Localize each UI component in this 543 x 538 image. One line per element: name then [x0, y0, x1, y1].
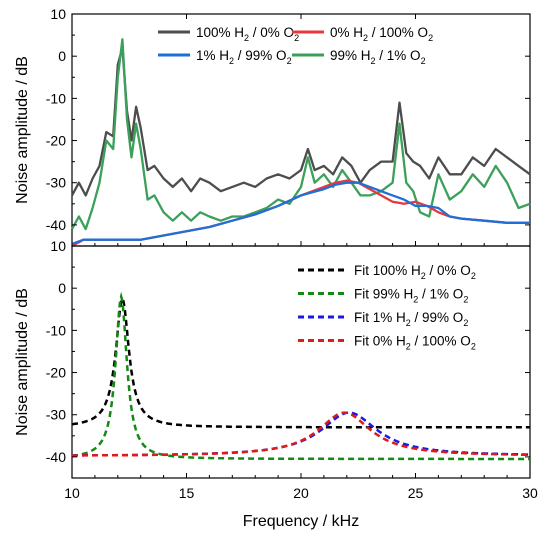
bottom-legend-label-1: Fit 99% H2 / 1% O2 — [354, 287, 468, 305]
top-series-100pct-h2-0pct-o2 — [70, 46, 531, 197]
bottom-y-axis-title: Noise amplitude / dB — [14, 288, 31, 436]
bottom-series-fit-0pct-h2-100pct-o2 — [72, 411, 530, 457]
bottom-legend-label-3: Fit 0% H2 / 100% O2 — [354, 334, 476, 352]
bottom-series-fit-100pct-h2-0pct-o2 — [71, 295, 530, 429]
top-y-tick-label: 10 — [50, 6, 66, 22]
top-y-tick-label: 0 — [58, 48, 66, 64]
x-tick-label: 20 — [293, 485, 309, 501]
top-legend-label-0: 100% H2 / 0% O2 — [196, 25, 299, 43]
top-y-tick-label: -20 — [46, 133, 66, 149]
bottom-legend: Fit 100% H2 / 0% O2 Fit 99% H2 / 1% O2 Fit… — [298, 263, 476, 352]
bottom-legend-label-0: Fit 100% H2 / 0% O2 — [354, 263, 476, 281]
top-y-tick-label: -30 — [46, 175, 66, 191]
top-series-1pct-h2-99pct-o2 — [71, 181, 530, 245]
bottom-y-tick-label: -20 — [46, 365, 66, 381]
bottom-y-tick-label-top: 10 — [50, 238, 66, 254]
bottom-axis-ticks: 0 -10 -20 -30 -40 10 15 20 25 30 10 — [46, 238, 538, 501]
top-series-group — [70, 38, 531, 248]
top-series-99pct-h2-1pct-o2 — [70, 38, 531, 231]
top-legend-label-3: 99% H2 / 1% O2 — [330, 48, 426, 66]
bottom-series-fit-1pct-h2-99pct-o2 — [72, 411, 531, 457]
top-legend-label-2: 1% H2 / 99% O2 — [196, 48, 292, 66]
bottom-y-tick-label: -40 — [46, 449, 66, 465]
x-tick-label: 10 — [64, 485, 80, 501]
top-axis-ticks: 10 0 -10 -20 -30 -40 — [46, 6, 531, 247]
bottom-plot-frame — [71, 245, 531, 479]
x-tick-label: 15 — [179, 485, 195, 501]
top-y-tick-label: -40 — [46, 217, 66, 233]
top-legend: 100% H2 / 0% O2 0% H2 / 100% O2 1% H2 / 99… — [158, 25, 433, 66]
x-tick-label: 25 — [408, 485, 424, 501]
top-y-axis-title: Noise amplitude / dB — [14, 56, 31, 204]
bottom-series-fit-99pct-h2-1pct-o2 — [71, 291, 530, 461]
bottom-y-tick-label: -10 — [46, 322, 66, 338]
x-tick-label: 30 — [522, 485, 538, 501]
x-axis-title: Frequency / kHz — [243, 513, 359, 530]
bottom-series-group — [71, 291, 531, 461]
bottom-y-tick-label: 0 — [58, 280, 66, 296]
top-legend-label-1: 0% H2 / 100% O2 — [330, 25, 433, 43]
bottom-legend-label-2: Fit 1% H2 / 99% O2 — [354, 310, 468, 328]
top-y-tick-label: -10 — [46, 90, 66, 106]
bottom-y-tick-label: -30 — [46, 407, 66, 423]
